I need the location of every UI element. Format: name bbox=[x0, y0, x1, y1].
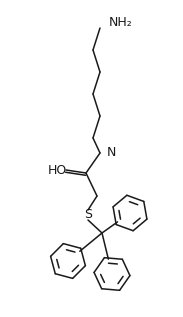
Text: NH₂: NH₂ bbox=[109, 16, 133, 29]
Text: S: S bbox=[84, 209, 92, 222]
Text: N: N bbox=[107, 146, 116, 159]
Text: HO: HO bbox=[47, 164, 67, 177]
